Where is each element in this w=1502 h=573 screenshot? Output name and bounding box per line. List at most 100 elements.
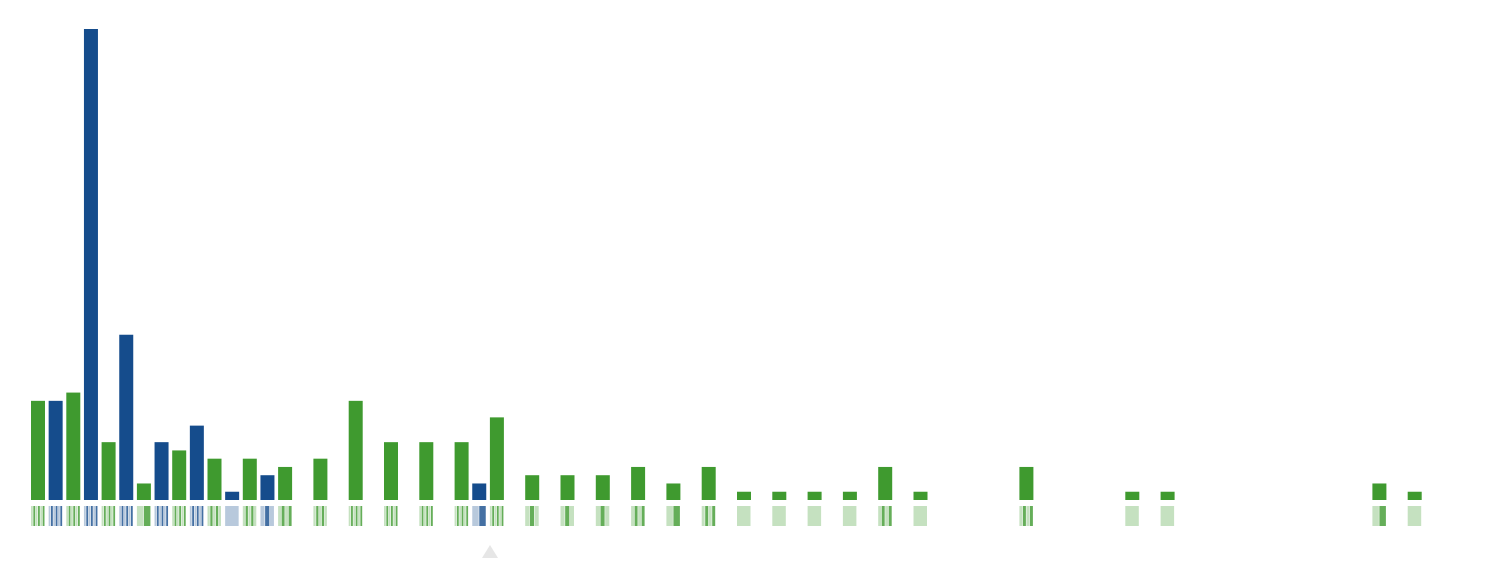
rug-tick bbox=[288, 506, 292, 526]
rug-tick bbox=[319, 506, 322, 526]
rug-tick bbox=[1029, 506, 1033, 526]
rug-tick bbox=[123, 506, 126, 526]
bar bbox=[419, 442, 434, 500]
rug-tick bbox=[143, 506, 151, 526]
rug-tick bbox=[1022, 506, 1026, 526]
rug-tick bbox=[701, 506, 705, 526]
rug-tick bbox=[705, 506, 709, 526]
rug-tick bbox=[77, 506, 80, 526]
rug-tick bbox=[242, 506, 246, 526]
rug-tick bbox=[66, 506, 69, 526]
rug-tick bbox=[260, 506, 265, 526]
rug-tick bbox=[88, 506, 91, 526]
rug-tick bbox=[1160, 506, 1175, 526]
rug-tick bbox=[40, 506, 43, 526]
rug-tick bbox=[353, 506, 356, 526]
rug-tick bbox=[316, 506, 319, 526]
rug-tick bbox=[90, 506, 93, 526]
rug-tick bbox=[666, 506, 673, 526]
rug-tick bbox=[60, 506, 63, 526]
rug-tick bbox=[121, 506, 124, 526]
bar bbox=[207, 458, 222, 500]
rug-tick bbox=[461, 506, 464, 526]
rug-tick bbox=[393, 506, 396, 526]
rug-tick bbox=[73, 506, 76, 526]
rug-tick bbox=[213, 506, 216, 526]
rug-tick bbox=[423, 506, 426, 526]
rug-tick bbox=[641, 506, 645, 526]
rug-tick bbox=[807, 506, 822, 526]
rug-tick bbox=[281, 506, 285, 526]
rug-tick bbox=[459, 506, 462, 526]
rug-tick bbox=[181, 506, 184, 526]
rug-tick bbox=[110, 506, 113, 526]
rug-tick bbox=[913, 506, 927, 526]
rug-tick bbox=[70, 506, 73, 526]
bar bbox=[560, 475, 575, 500]
rug-tick bbox=[1379, 506, 1386, 526]
rug-tick bbox=[708, 506, 712, 526]
rug-tick bbox=[136, 506, 144, 526]
rug-tick bbox=[472, 506, 479, 526]
bar bbox=[454, 442, 469, 500]
rug-tick bbox=[83, 506, 86, 526]
rug-tick bbox=[421, 506, 424, 526]
rug-tick bbox=[183, 506, 186, 526]
rug-tick bbox=[358, 506, 360, 526]
bar bbox=[172, 450, 187, 500]
rug-tick bbox=[101, 506, 104, 526]
rug-tick bbox=[324, 506, 327, 526]
rug-tick bbox=[179, 506, 182, 526]
bar bbox=[878, 466, 893, 500]
rug-tick bbox=[57, 506, 60, 526]
rug-tick bbox=[360, 506, 363, 526]
bar bbox=[666, 483, 681, 500]
rug-tick bbox=[430, 506, 433, 526]
rug-tick bbox=[737, 506, 751, 526]
rug-tick bbox=[395, 506, 398, 526]
rug-tick bbox=[386, 506, 389, 526]
bar bbox=[154, 442, 169, 500]
rug-tick bbox=[321, 506, 325, 526]
rug-tick bbox=[534, 506, 539, 526]
rug-tick bbox=[428, 506, 431, 526]
bar bbox=[807, 491, 822, 500]
rug-tick bbox=[456, 506, 459, 526]
bar bbox=[913, 491, 928, 500]
rug-tick bbox=[108, 506, 111, 526]
rug-tick bbox=[130, 506, 133, 526]
bar bbox=[1125, 491, 1140, 500]
bar bbox=[83, 29, 98, 500]
marker bbox=[482, 545, 498, 558]
rug-tick bbox=[454, 506, 457, 526]
rug-tick bbox=[888, 506, 892, 526]
rug-tick bbox=[35, 506, 38, 526]
rug-tick bbox=[479, 506, 486, 526]
rug-tick bbox=[225, 506, 239, 526]
rug-tick bbox=[351, 506, 353, 526]
rug-tick bbox=[163, 506, 166, 526]
rug-tick bbox=[154, 506, 157, 526]
bar bbox=[489, 417, 504, 500]
rug-tick bbox=[254, 506, 257, 526]
rug-tick bbox=[529, 506, 535, 526]
rug-tick bbox=[1372, 506, 1379, 526]
rug-tick bbox=[772, 506, 786, 526]
bar bbox=[119, 334, 134, 500]
bar bbox=[66, 392, 81, 500]
bar bbox=[595, 475, 610, 500]
bar bbox=[31, 400, 45, 500]
rug-tick bbox=[595, 506, 600, 526]
rug-tick bbox=[419, 506, 422, 526]
rug-tick bbox=[1026, 506, 1030, 526]
rug-tick bbox=[881, 506, 885, 526]
rug-tick bbox=[248, 506, 251, 526]
rug-tick bbox=[194, 506, 197, 526]
bar bbox=[278, 466, 293, 500]
rug-tick bbox=[600, 506, 605, 526]
rug-tick bbox=[126, 506, 129, 526]
rug-tick bbox=[463, 506, 466, 526]
rug-tick bbox=[878, 506, 882, 526]
rug-tick bbox=[199, 506, 202, 526]
